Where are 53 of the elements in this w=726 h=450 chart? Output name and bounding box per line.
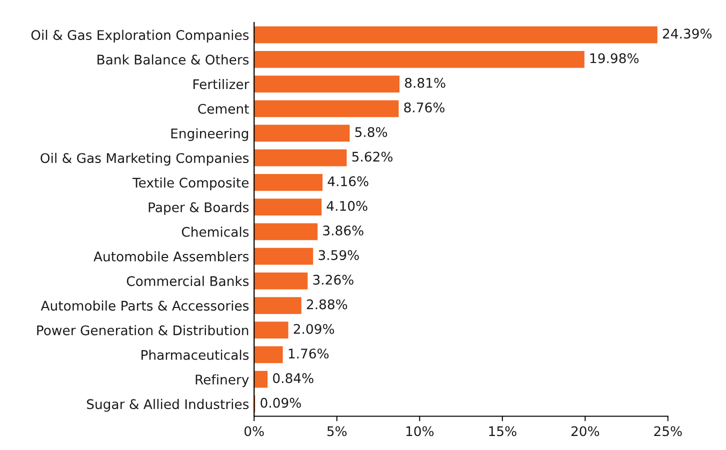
y-tick-label: Pharmaceuticals bbox=[142, 350, 249, 360]
bar bbox=[254, 124, 351, 143]
y-tick-label: Commercial Banks bbox=[126, 276, 249, 286]
y-tick-label: Oil & Gas Marketing Companies bbox=[40, 152, 249, 166]
bar bbox=[254, 370, 268, 389]
data-label: 0.09% bbox=[260, 398, 301, 408]
bar bbox=[254, 74, 400, 94]
data-label: 24.39% bbox=[662, 28, 712, 39]
bar bbox=[254, 296, 302, 315]
x-tick-label: 0% bbox=[244, 426, 264, 436]
x-tick-label: 5% bbox=[327, 426, 347, 436]
data-label: 3.86% bbox=[323, 226, 364, 236]
x-tick-label: 25% bbox=[654, 426, 682, 436]
x-tick-label: 15% bbox=[489, 426, 516, 436]
data-label: 2.09% bbox=[294, 324, 334, 334]
data-label: 0.84% bbox=[273, 373, 314, 384]
data-label: 8.81% bbox=[404, 78, 446, 88]
y-tick-label: Automobile Assemblers bbox=[94, 251, 249, 262]
data-label: 5.62% bbox=[352, 152, 392, 162]
y-tick-label: Sugar & Allied Industries bbox=[86, 398, 249, 412]
y-tick-label: Chemicals bbox=[182, 226, 249, 237]
bar bbox=[254, 50, 586, 69]
data-label: 19.98% bbox=[590, 53, 639, 64]
y-tick-label: Fertilizer bbox=[193, 79, 250, 90]
bar bbox=[254, 148, 348, 168]
y-tick-label: Cement bbox=[198, 104, 249, 114]
x-tick-label: 20% bbox=[571, 426, 600, 436]
y-tick-label: Refinery bbox=[196, 374, 249, 388]
data-label: 5.8% bbox=[355, 127, 388, 138]
bar bbox=[254, 247, 314, 266]
data-label: 2.88% bbox=[306, 299, 348, 310]
bar bbox=[254, 26, 658, 44]
y-tick-label: Power Generation & Distribution bbox=[37, 325, 248, 336]
y-tick-label: Textile Composite bbox=[132, 177, 249, 190]
x-tick-label: 10% bbox=[406, 426, 434, 436]
bar bbox=[254, 198, 322, 216]
data-label: 4.10% bbox=[326, 200, 368, 211]
bar bbox=[254, 222, 318, 241]
data-label: 8.76% bbox=[404, 102, 444, 112]
y-tick-label: Automobile Parts & Accessories bbox=[40, 300, 249, 311]
y-tick-label: Paper & Boards bbox=[148, 202, 249, 215]
bar bbox=[254, 345, 284, 364]
data-label: 3.26% bbox=[313, 274, 354, 285]
data-label: 3.59% bbox=[318, 250, 359, 260]
data-label: 1.76% bbox=[288, 348, 329, 359]
bar bbox=[254, 173, 324, 192]
y-tick-label: Bank Balance & Others bbox=[98, 54, 249, 65]
bar bbox=[254, 272, 308, 290]
y-tick-label: Engineering bbox=[171, 128, 248, 141]
y-tick-label: Oil & Gas Exploration Companies bbox=[31, 30, 249, 43]
data-label: 4.16% bbox=[328, 176, 368, 186]
bar bbox=[254, 99, 400, 118]
bar bbox=[254, 320, 290, 340]
